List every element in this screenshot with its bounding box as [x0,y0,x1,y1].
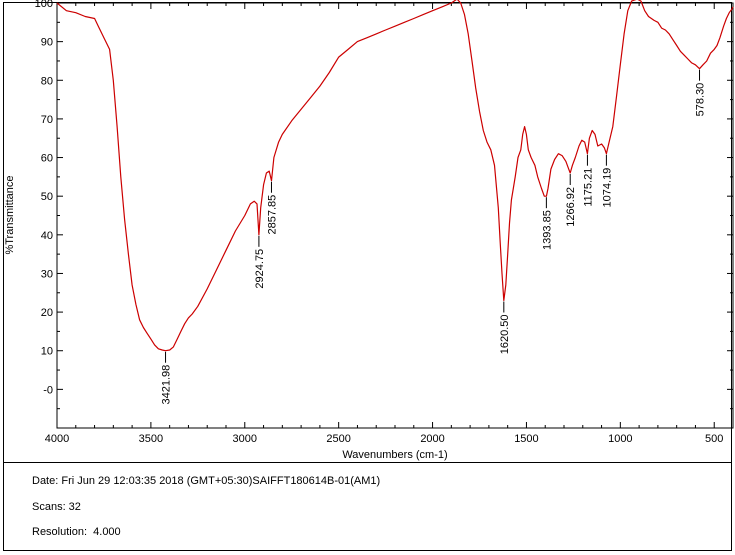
x-tick-label: 3500 [139,433,163,445]
y-tick-label: 100 [35,0,53,10]
footer-date: Date: Fri Jun 29 12:03:35 2018 (GMT+05:3… [32,475,381,487]
y-tick-label: 20 [41,307,53,319]
y-tick-label: 70 [41,114,53,126]
peak-annotation-layer: 3421.98 2924.75 2857.85 1620.50 1393.85 1266.… [161,69,707,405]
footer-separator [3,462,732,463]
x-tick-label: 1500 [514,433,538,445]
y-tick-label: -0 [43,384,53,396]
peak-label: 1074.19 [601,168,613,208]
footer-resolution: Resolution: 4.000 [32,526,121,538]
footer-scans: Scans: 32 [32,501,81,513]
x-tick-label: 2500 [326,433,350,445]
plot-area-frame [56,2,734,429]
y-tick-label: 80 [41,75,53,87]
x-tick-label: 500 [705,433,723,445]
y-tick-label: 50 [41,191,53,203]
x-tick-label: 3000 [233,433,257,445]
peak-label: 578.30 [695,83,707,117]
y-tick-label: 60 [41,153,53,165]
peak-label: 1620.50 [499,315,511,355]
y-tick-label: 40 [41,230,53,242]
y-tick-label: 90 [41,37,53,49]
y-axis-label: %Transmittance [4,175,16,254]
series-layer [56,0,734,352]
x-tick-label: 4000 [45,433,69,445]
y-tick-label: 10 [41,346,53,358]
x-axis-label: Wavenumbers (cm-1) [342,449,447,461]
x-tick-label: 2000 [420,433,444,445]
y-tick-label: 30 [41,268,53,280]
peak-label: 3421.98 [161,365,173,405]
peak-label: 1175.21 [582,168,594,207]
peak-label: 2924.75 [254,249,266,289]
peak-label: 2857.85 [266,195,278,235]
spectrum-line [56,0,734,352]
peak-label: 1266.92 [565,187,577,227]
x-tick-label: 1000 [608,433,632,445]
ir-spectrum-chart: 4000 3500 3000 2500 2000 1500 1000 500 100 90 80 70… [4,0,734,461]
peak-label: 1393.85 [541,210,553,250]
tick-layer: 4000 3500 3000 2500 2000 1500 1000 500 100 90 80 70… [35,0,734,445]
